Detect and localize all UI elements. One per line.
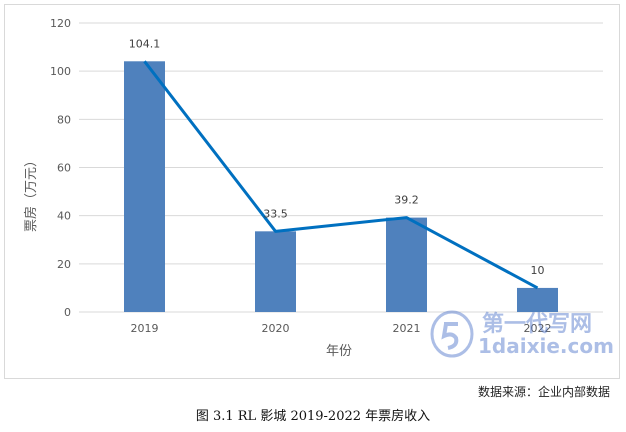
y-tick-label-1: 20 (57, 258, 71, 271)
data-label-2022: 10 (531, 264, 545, 277)
x-axis-title: 年份 (326, 344, 352, 359)
bar-2020 (255, 231, 296, 312)
bar-2022 (517, 287, 558, 312)
x-tick-label-2022: 2022 (524, 322, 552, 335)
data-label-2019: 104.1 (129, 37, 161, 50)
x-tick-label-2021: 2021 (393, 322, 421, 335)
x-tick-label-2020: 2020 (262, 322, 290, 335)
bar-2021 (386, 217, 427, 312)
y-axis-ticks: 0 20 40 60 80 100 120 (50, 17, 71, 319)
y-tick-label-6: 120 (50, 17, 71, 30)
x-tick-label-2019: 2019 (131, 322, 159, 335)
data-labels: 104.1 33.5 39.2 10 (129, 37, 545, 277)
y-tick-label-3: 60 (57, 162, 71, 175)
y-axis-title: 票房（万元） (23, 154, 39, 232)
y-tick-label-2: 40 (57, 210, 71, 223)
trend-line-group (143, 60, 539, 290)
gridlines (79, 22, 603, 313)
y-tick-label-0: 0 (64, 306, 71, 319)
x-axis-ticks: 2019 2020 2021 2022 (131, 322, 552, 335)
y-tick-label-4: 80 (57, 113, 71, 126)
bars (124, 61, 558, 313)
source-note: 数据来源：企业内部数据 (477, 385, 610, 399)
chart-frame: 0 20 40 60 80 100 120 104.1 33.5 39.2 10 2019 2020… (4, 4, 620, 379)
bar-chart: 0 20 40 60 80 100 120 104.1 33.5 39.2 10 2019 2020… (23, 17, 603, 359)
trend-line (143, 60, 539, 290)
data-label-2020: 33.5 (263, 207, 288, 220)
bar-2019 (124, 61, 165, 313)
y-tick-label-5: 100 (50, 65, 71, 78)
data-label-2021: 39.2 (394, 194, 419, 207)
figure-caption: 图 3.1 RL 影城 2019-2022 年票房收入 (195, 409, 431, 424)
